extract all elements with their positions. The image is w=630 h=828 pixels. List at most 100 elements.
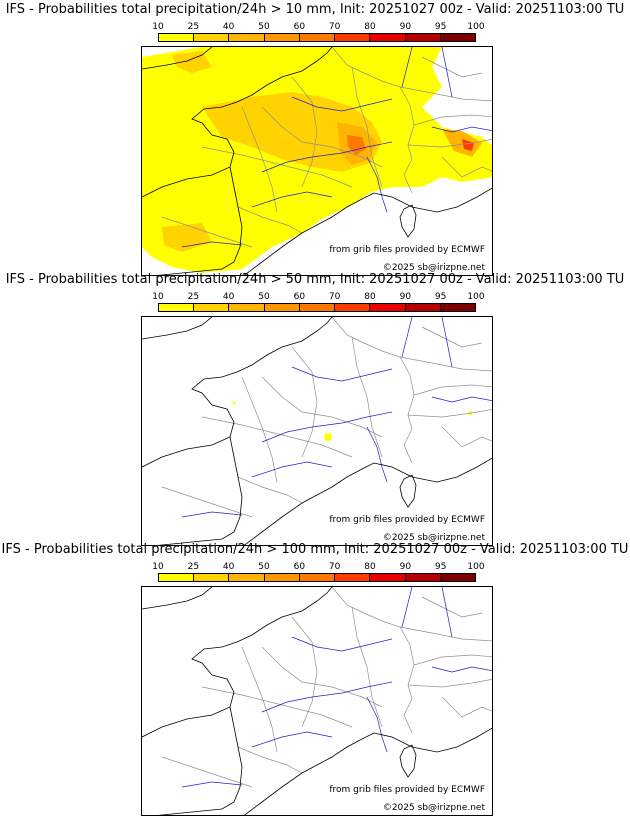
- admin-border: [291, 616, 318, 728]
- river: [441, 587, 453, 638]
- admin-border: [331, 587, 415, 734]
- colorbar-segment: [405, 574, 441, 581]
- admin-border: [413, 384, 492, 396]
- coastline-corsica: [399, 204, 417, 238]
- admin-border: [291, 346, 318, 458]
- admin-border: [407, 409, 492, 418]
- colorbar-segment: [264, 34, 300, 41]
- coastline: [142, 587, 333, 738]
- admin-border: [161, 486, 253, 518]
- colorbar-tick-label: 40: [222, 562, 235, 572]
- colorbar-tick-label: 95: [434, 292, 447, 302]
- admin-border: [421, 596, 483, 618]
- river: [261, 681, 393, 713]
- colorbar: [158, 303, 476, 312]
- admin-border: [407, 679, 492, 688]
- river: [181, 781, 243, 788]
- copyright-note: ©2025 sb@irizpne.net: [381, 263, 486, 273]
- river: [366, 696, 388, 753]
- colorbar-tick-label: 40: [222, 22, 235, 32]
- admin-border: [331, 47, 415, 194]
- map-svg: [142, 587, 492, 815]
- river: [181, 511, 243, 518]
- colorbar-segment: [370, 34, 406, 41]
- colorbar-segment: [229, 34, 265, 41]
- colorbar-tick-label: 100: [467, 292, 485, 302]
- precip-map: from grib files provided by ECMWF ©2025 …: [141, 46, 493, 276]
- colorbar-segment: [299, 34, 336, 41]
- river: [441, 317, 453, 368]
- coastline: [142, 587, 213, 610]
- colorbar-tick-label: 25: [187, 562, 200, 572]
- colorbar-tick-label: 90: [399, 562, 412, 572]
- river: [401, 317, 413, 358]
- river: [291, 96, 393, 112]
- colorbar-segment: [440, 304, 475, 311]
- precip-area: [462, 139, 474, 151]
- colorbar-tick-label: 100: [467, 22, 485, 32]
- colorbar-segment: [194, 574, 230, 581]
- river: [251, 731, 333, 748]
- admin-border: [399, 626, 492, 642]
- coastline: [244, 727, 492, 815]
- admin-border: [241, 376, 278, 483]
- colorbar-labels: 10 25 40 50 60 70 80 90 95 100: [152, 562, 484, 572]
- admin-border: [201, 146, 353, 188]
- admin-border: [201, 416, 353, 458]
- precip-area: [324, 433, 332, 441]
- river: [401, 47, 413, 88]
- colorbar-tick-label: 95: [434, 562, 447, 572]
- map-panel-100mm: IFS - Probabilities total precipitation/…: [0, 540, 630, 816]
- admin-border: [441, 696, 492, 718]
- colorbar-tick-label: 10: [152, 22, 164, 32]
- coastline: [142, 47, 213, 70]
- colorbar-segment: [264, 304, 300, 311]
- river: [261, 411, 393, 443]
- colorbar-tick-label: 60: [293, 562, 306, 572]
- admin-border: [441, 156, 492, 178]
- admin-border: [241, 646, 278, 753]
- river: [291, 636, 393, 652]
- river: [431, 126, 492, 133]
- precip-map: from grib files provided by ECMWF ©2025 …: [141, 586, 493, 816]
- colorbar-segment: [194, 304, 230, 311]
- admin-border: [261, 646, 383, 708]
- admin-border: [291, 76, 318, 188]
- colorbar-tick-label: 50: [258, 292, 270, 302]
- river: [251, 461, 333, 478]
- colorbar-tick-label: 60: [293, 22, 306, 32]
- river: [401, 587, 413, 628]
- admin-border: [331, 317, 415, 464]
- precip-map: from grib files provided by ECMWF ©2025 …: [141, 316, 493, 546]
- river: [366, 156, 388, 213]
- coastline: [142, 317, 333, 468]
- colorbar-tick-label: 80: [364, 562, 376, 572]
- colorbar-tick-label: 80: [364, 292, 376, 302]
- admin-border: [201, 686, 353, 728]
- colorbar-labels: 10 25 40 50 60 70 80 90 95 100: [152, 292, 484, 302]
- admin-border: [351, 336, 383, 458]
- admin-border: [413, 114, 492, 126]
- colorbar-tick-label: 100: [467, 562, 485, 572]
- colorbar-segment: [299, 574, 336, 581]
- admin-border: [351, 606, 383, 728]
- river: [431, 666, 492, 673]
- colorbar-segment: [440, 574, 475, 581]
- admin-border: [241, 106, 278, 213]
- colorbar-tick-label: 60: [293, 292, 306, 302]
- map-panel-10mm: IFS - Probabilities total precipitation/…: [0, 0, 630, 276]
- colorbar-tick-label: 10: [152, 292, 164, 302]
- colorbar-segment: [335, 574, 371, 581]
- source-note: from grib files provided by ECMWF: [328, 245, 486, 255]
- map-svg: [142, 47, 492, 275]
- coastline-corsica: [399, 744, 417, 778]
- river: [261, 141, 393, 173]
- panel-title: IFS - Probabilities total precipitation/…: [5, 272, 625, 287]
- colorbar-segment: [299, 304, 336, 311]
- colorbar-tick-label: 80: [364, 22, 376, 32]
- admin-border: [399, 86, 492, 102]
- copyright-note: ©2025 sb@irizpne.net: [381, 533, 486, 543]
- source-note: from grib files provided by ECMWF: [328, 515, 486, 525]
- colorbar-segment: [370, 304, 406, 311]
- colorbar-segment: [405, 34, 441, 41]
